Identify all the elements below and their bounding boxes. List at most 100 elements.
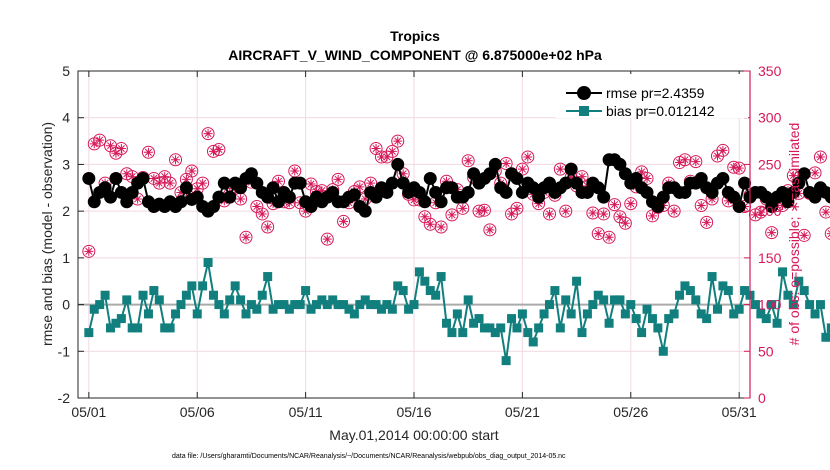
obs-assimilated-marker bbox=[642, 173, 652, 183]
obs-assimilated-marker bbox=[696, 201, 706, 211]
y-tick-label: 3 bbox=[62, 156, 70, 172]
bias-point bbox=[642, 304, 652, 314]
x-tick-label: 05/16 bbox=[396, 404, 431, 420]
obs-possible-marker bbox=[196, 176, 210, 190]
rmse-point bbox=[434, 195, 448, 209]
bias-point bbox=[355, 300, 365, 310]
bias-point bbox=[257, 290, 267, 300]
bias-point bbox=[620, 309, 630, 319]
obs-assimilated-marker bbox=[111, 148, 121, 158]
bias-point bbox=[138, 290, 148, 300]
obs-assimilated-marker bbox=[610, 200, 620, 210]
obs-point bbox=[521, 150, 535, 164]
bias-point bbox=[772, 318, 782, 328]
obs-assimilated-marker bbox=[512, 203, 522, 213]
grid-lines bbox=[78, 70, 750, 399]
bias-point bbox=[306, 304, 316, 314]
bias-point bbox=[290, 300, 300, 310]
y-tick-label: 4 bbox=[62, 110, 70, 126]
obs-possible-marker bbox=[797, 228, 811, 242]
obs-point bbox=[586, 206, 600, 220]
bias-point bbox=[485, 323, 495, 333]
rmse-point bbox=[391, 157, 405, 171]
obs-assimilated-marker bbox=[89, 139, 99, 149]
obs-possible-marker bbox=[331, 172, 345, 186]
x-axis-label: May.01,2014 00:00:00 start bbox=[329, 427, 499, 443]
obs-assimilated-marker bbox=[767, 228, 777, 238]
bias-point bbox=[447, 328, 457, 338]
bias-point bbox=[409, 300, 419, 310]
x-axis-ticks: 05/01 05/06 05/11 05/16 05/21 05/26 05/31 bbox=[71, 71, 757, 420]
bias-point bbox=[181, 290, 191, 300]
obs-assimilated-marker bbox=[810, 168, 820, 178]
bias-point bbox=[707, 272, 717, 282]
obs-assimilated-marker bbox=[214, 144, 224, 154]
obs-point bbox=[624, 197, 638, 211]
obs-assimilated-marker bbox=[680, 155, 690, 165]
obs-assimilated-marker bbox=[106, 141, 116, 151]
obs-assimilated-marker bbox=[127, 172, 137, 182]
rmse-point bbox=[179, 181, 193, 195]
obs-possible-marker bbox=[385, 144, 399, 158]
obs-point bbox=[716, 143, 730, 157]
obs-possible-marker bbox=[700, 215, 714, 229]
obs-point bbox=[797, 228, 811, 242]
obs-point bbox=[813, 150, 827, 164]
obs-point bbox=[559, 204, 573, 218]
x-tick-label: 05/21 bbox=[505, 404, 540, 420]
obs-assimilated-marker bbox=[588, 208, 598, 218]
obs-assimilated-marker bbox=[95, 135, 105, 145]
bias-point bbox=[225, 295, 235, 305]
obs-point bbox=[255, 207, 269, 221]
bias-point bbox=[647, 314, 657, 324]
obs-assimilated-marker bbox=[544, 209, 554, 219]
rmse-point bbox=[564, 162, 578, 176]
obs-point bbox=[597, 207, 611, 221]
legend-bias-label: bias pr=0.012142 bbox=[606, 103, 715, 119]
y-right-tick-label: 350 bbox=[758, 63, 782, 79]
obs-assimilated-marker bbox=[317, 186, 327, 196]
obs-assimilated-marker bbox=[339, 216, 349, 226]
bias-point bbox=[279, 300, 289, 310]
bias-point bbox=[767, 300, 777, 310]
obs-point bbox=[434, 220, 448, 234]
legend-bias-marker bbox=[579, 106, 589, 116]
bias-point bbox=[680, 281, 690, 291]
obs-assimilated-marker bbox=[626, 199, 636, 209]
obs-point bbox=[114, 142, 128, 156]
obs-point bbox=[808, 166, 822, 180]
obs-assimilated-marker bbox=[501, 158, 511, 168]
obs-possible-marker bbox=[82, 244, 96, 258]
rmse-point bbox=[559, 176, 573, 190]
bias-point bbox=[208, 290, 218, 300]
obs-assimilated-marker bbox=[615, 212, 625, 222]
bias-point bbox=[127, 323, 137, 333]
obs-point bbox=[483, 223, 497, 237]
obs-point bbox=[445, 208, 459, 222]
obs-assimilated-marker bbox=[306, 179, 316, 189]
rmse-point bbox=[347, 188, 361, 202]
obs-assimilated-marker bbox=[561, 206, 571, 216]
obs-assimilated-marker bbox=[236, 194, 246, 204]
bias-point bbox=[604, 318, 614, 328]
obs-possible-marker bbox=[510, 201, 524, 215]
obs-assimilated-marker bbox=[620, 218, 630, 228]
obs-point bbox=[385, 144, 399, 158]
bias-point bbox=[371, 300, 381, 310]
obs-assimilated-marker bbox=[165, 178, 175, 188]
obs-point bbox=[732, 161, 746, 175]
obs-possible-marker bbox=[824, 227, 830, 240]
bias-point bbox=[219, 309, 229, 319]
obs-possible-marker bbox=[185, 164, 199, 178]
obs-point bbox=[754, 205, 768, 219]
obs-possible-marker bbox=[602, 230, 616, 244]
obs-assimilated-marker bbox=[393, 136, 403, 146]
bias-point bbox=[149, 286, 159, 296]
obs-possible-marker bbox=[732, 161, 746, 175]
obs-possible-marker bbox=[608, 198, 622, 212]
bias-point bbox=[534, 323, 544, 333]
bias-point bbox=[761, 314, 771, 324]
obs-assimilated-marker bbox=[463, 156, 473, 166]
bias-point bbox=[821, 332, 830, 342]
bias-point bbox=[815, 300, 825, 310]
